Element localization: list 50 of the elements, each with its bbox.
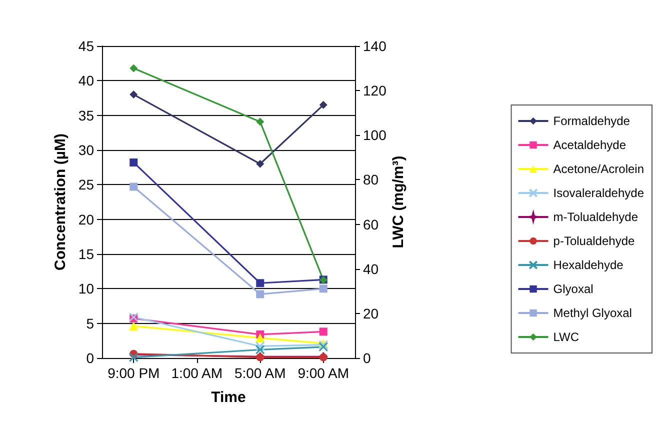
y2-tick-label: 100 (363, 127, 387, 144)
y2-axis-title: LWC (mg/m³) (390, 156, 407, 248)
point (128, 352, 138, 362)
x-tick-label: 5:00 AM (234, 365, 286, 381)
legend-label: Glyoxal (553, 282, 594, 296)
point (256, 118, 264, 126)
legend-label: p-Tolualdehyde (553, 234, 635, 248)
x-axis-title: Time (211, 389, 246, 406)
legend-label: LWC (553, 330, 580, 344)
y2-tick-label: 20 (363, 305, 379, 322)
y-tick-label: 5 (86, 315, 94, 332)
y-axis-title: Concentration (µM) (52, 134, 69, 270)
y2-tick-label: 40 (363, 260, 379, 277)
point (129, 322, 138, 331)
point (130, 158, 138, 166)
y-tick-label: 10 (78, 280, 94, 297)
point (319, 284, 328, 293)
x-tick-label: 9:00 PM (108, 365, 160, 381)
legend-label: m-Tolualdehyde (553, 210, 638, 224)
y-tick-label: 45 (78, 38, 94, 54)
point (256, 333, 265, 342)
point (255, 344, 265, 354)
y-tick-label: 25 (78, 176, 94, 193)
y-tick-label: 35 (78, 107, 94, 124)
point (256, 160, 264, 168)
y-tick-label: 15 (78, 246, 94, 262)
point (319, 328, 328, 336)
legend-label: Isovaleraldehyde (553, 186, 644, 200)
point (130, 64, 138, 72)
point (130, 90, 138, 99)
point (319, 100, 328, 109)
y2-tick-label: 120 (363, 82, 387, 99)
legend-label: Acetaldehyde (553, 138, 626, 152)
point (256, 279, 264, 288)
y2-tick-label: 80 (363, 172, 379, 188)
y-tick-label: 40 (78, 72, 94, 89)
x-tick-label: 9:00 AM (298, 365, 350, 381)
y2-tick-label: 140 (363, 38, 387, 54)
y-tick-label: 20 (78, 211, 94, 228)
point (256, 290, 264, 298)
legend-label: Formaldehyde (553, 114, 630, 128)
y-tick-label: 30 (78, 142, 94, 158)
legend-label: Acetone/Acrolein (553, 162, 644, 176)
y2-tick-label: 60 (363, 216, 379, 232)
point (130, 182, 138, 191)
x-tick-label: 1:00 AM (171, 365, 223, 381)
y2-tick-label: 0 (363, 350, 371, 366)
legend-label: Hexaldehyde (553, 258, 624, 272)
legend-label: Methyl Glyoxal (553, 306, 632, 320)
y-tick-label: 0 (86, 350, 94, 366)
